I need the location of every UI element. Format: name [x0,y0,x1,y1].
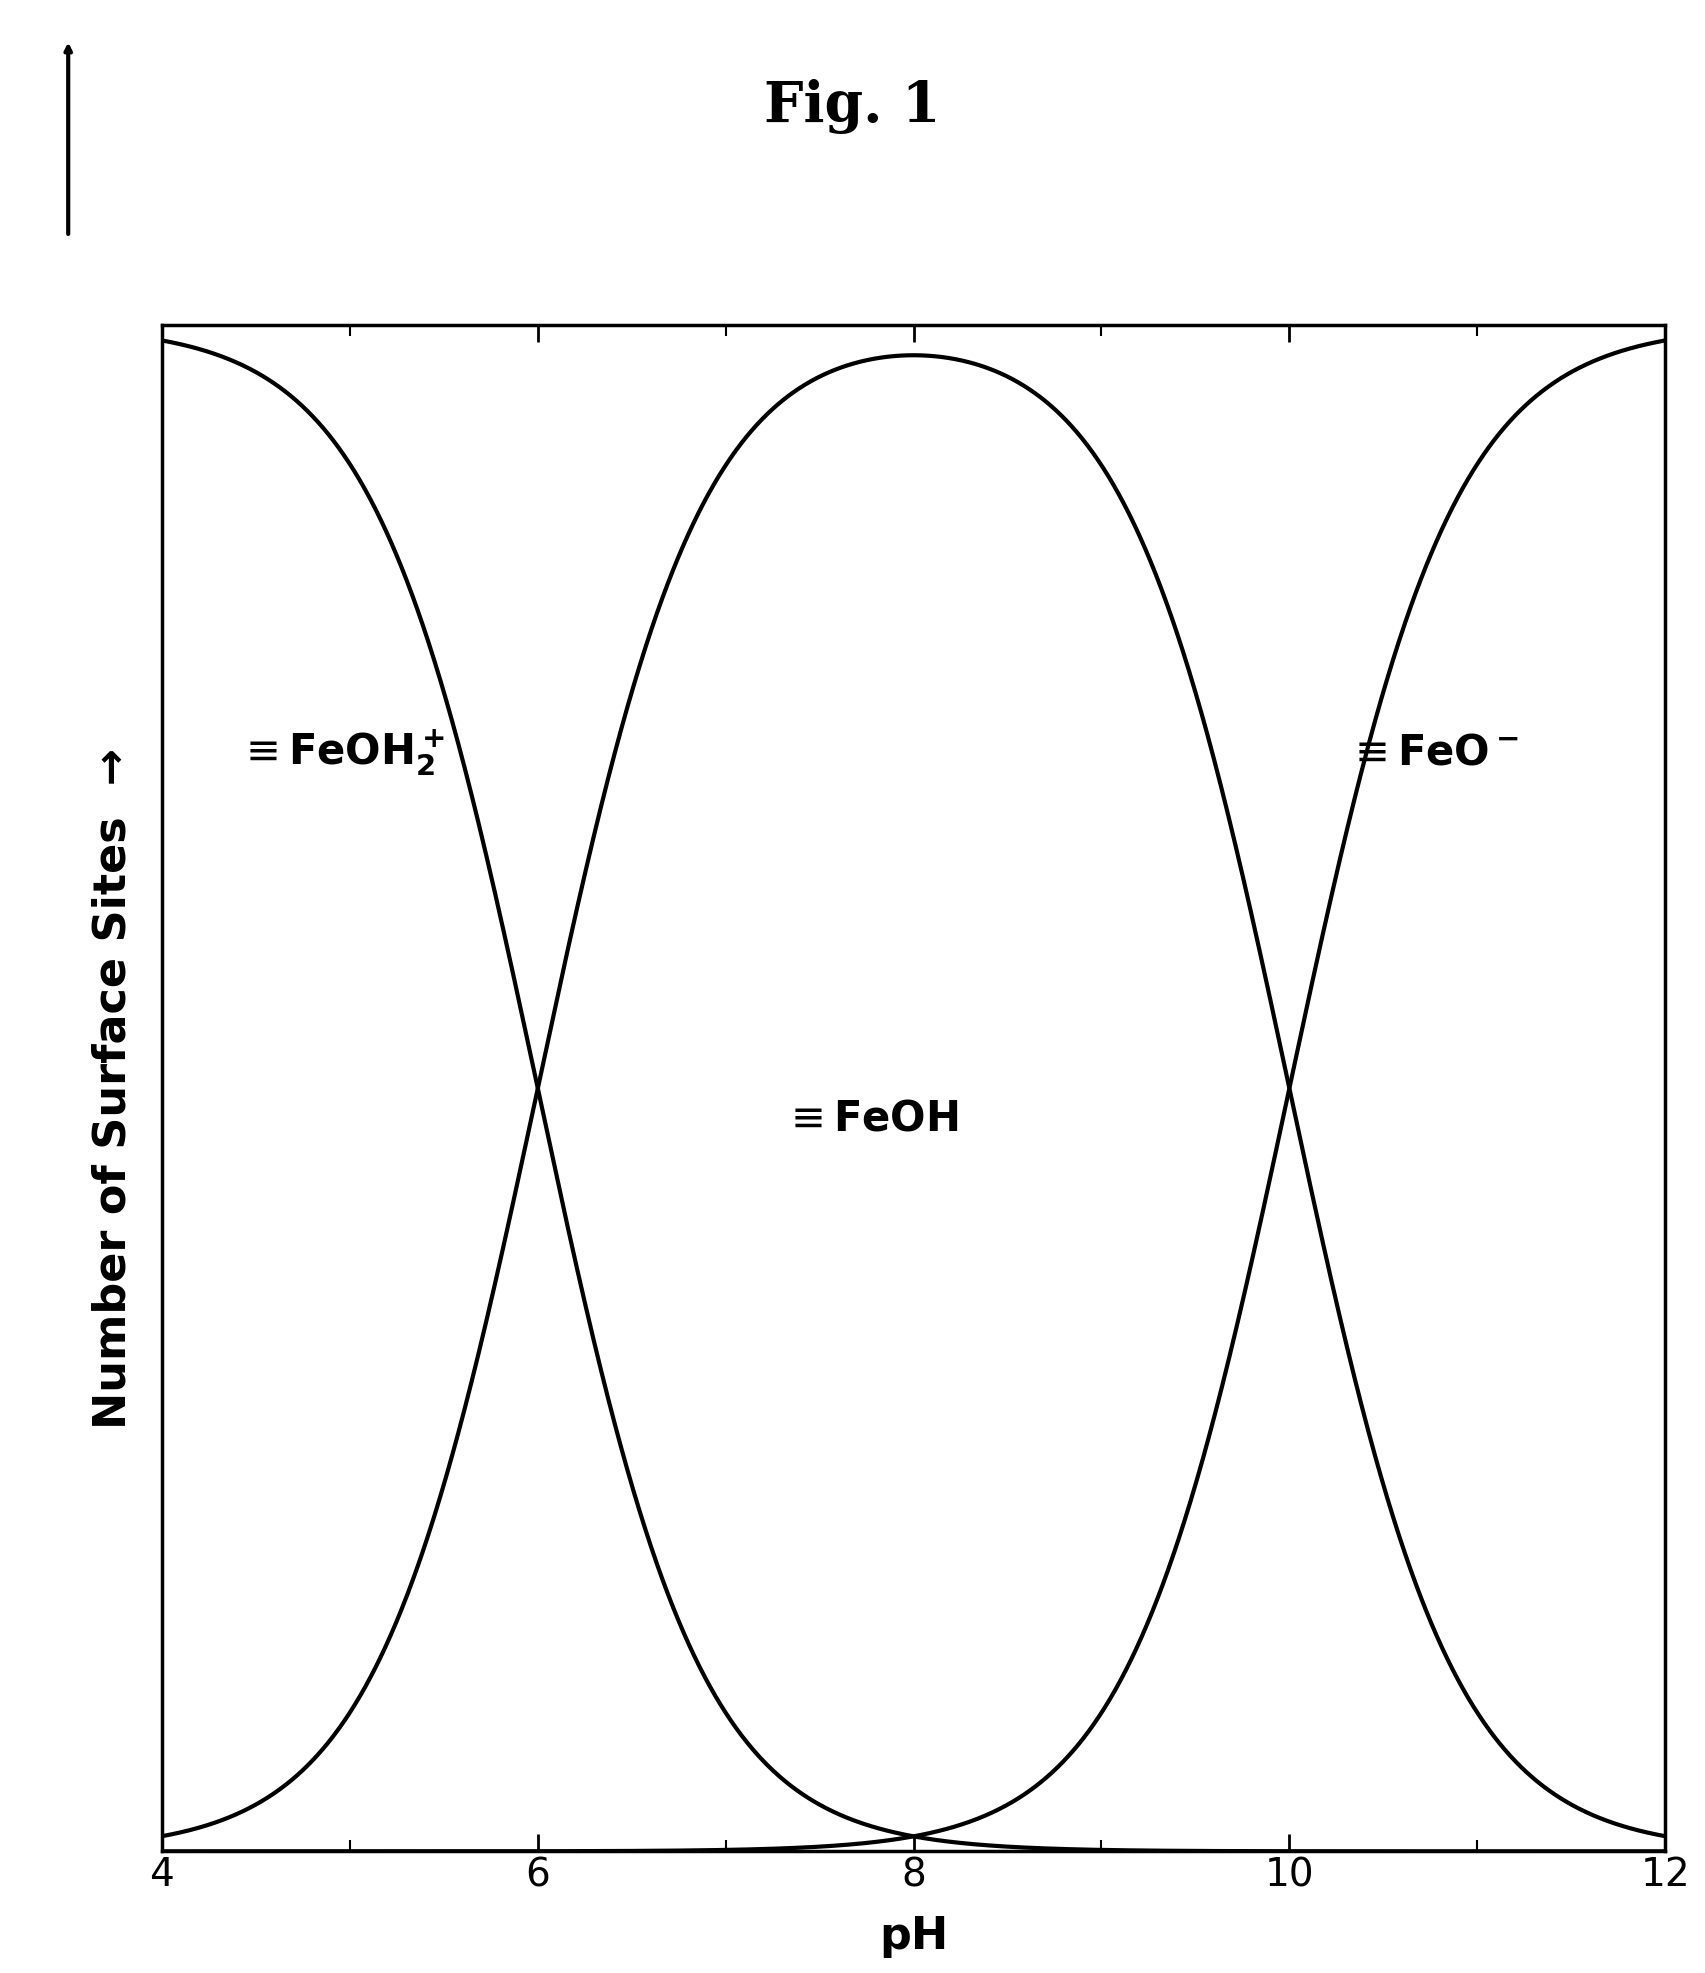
Text: $\equiv$$\mathbf{FeO^-}$: $\equiv$$\mathbf{FeO^-}$ [1345,732,1519,773]
X-axis label: pH: pH [880,1916,948,1957]
Text: $\equiv$$\mathbf{FeOH_2^+}$: $\equiv$$\mathbf{FeOH_2^+}$ [237,728,445,777]
Y-axis label: Number of Surface Sites  →: Number of Surface Sites → [90,748,135,1428]
Text: Fig. 1: Fig. 1 [764,79,941,134]
Text: $\equiv$$\mathbf{FeOH}$: $\equiv$$\mathbf{FeOH}$ [783,1097,958,1140]
